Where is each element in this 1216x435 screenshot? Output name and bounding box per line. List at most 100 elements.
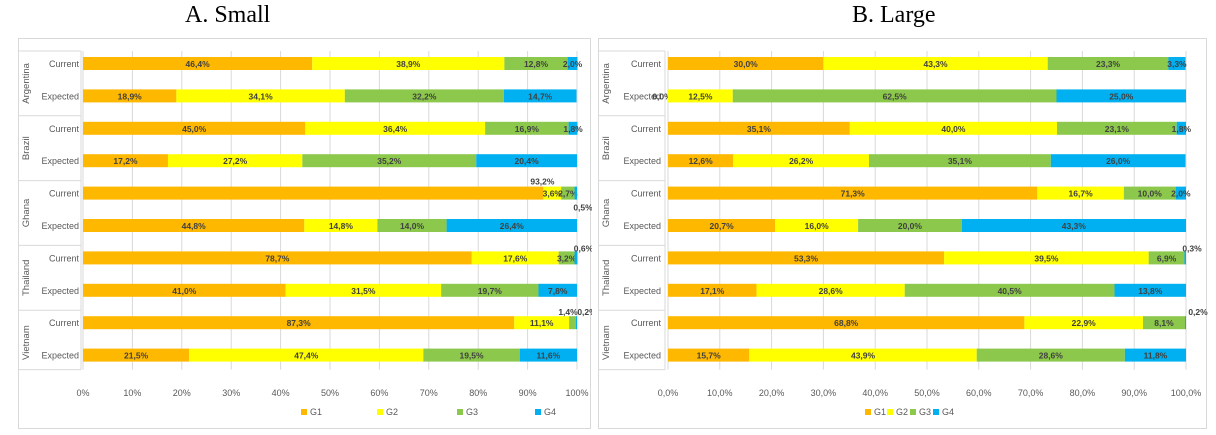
data-label: 16,0% (805, 221, 830, 231)
data-label: 18,9% (118, 91, 143, 101)
data-label: 47,4% (294, 351, 319, 361)
bar-g1 (668, 154, 734, 168)
group-label-brazil: Brazil (21, 136, 32, 160)
data-label: 26,4% (500, 221, 525, 231)
data-label: 39,5% (1034, 253, 1059, 263)
bar-g3 (1148, 251, 1185, 265)
bar-g3 (732, 89, 1057, 103)
data-label: 19,5% (459, 351, 484, 361)
category-label: Expected (41, 156, 79, 166)
bar-g2 (543, 186, 562, 200)
bar-g3 (858, 219, 962, 232)
x-tick-label: 40% (272, 388, 290, 398)
bar-g2 (823, 57, 1048, 70)
category-label: Expected (623, 221, 661, 231)
bar-g2 (285, 283, 442, 297)
legend-label-g2: G2 (896, 407, 908, 417)
x-tick-label: 70,0% (1018, 388, 1044, 398)
x-tick-label: 30% (222, 388, 240, 398)
data-label: 41,0% (172, 286, 197, 296)
data-label: 2,7% (558, 189, 578, 199)
bar-g4 (568, 121, 578, 135)
data-label: 17,2% (113, 156, 138, 166)
data-label: 28,6% (1039, 351, 1064, 361)
data-label: 23,3% (1096, 59, 1121, 69)
bar-g1 (83, 186, 544, 200)
category-label: Current (631, 124, 662, 134)
category-label: Expected (623, 91, 661, 101)
data-label: 40,5% (998, 286, 1023, 296)
bar-g3 (1123, 186, 1176, 200)
x-tick-label: 80,0% (1070, 388, 1096, 398)
bar-g2 (668, 89, 733, 103)
data-label: 13,8% (1138, 286, 1163, 296)
data-label: 1,4% (558, 307, 578, 317)
group-label-brazil: Brazil (601, 136, 612, 160)
bar-g4 (1168, 57, 1186, 70)
x-tick-label: 60% (370, 388, 388, 398)
category-label: Current (49, 318, 80, 328)
data-label: 14,0% (400, 221, 425, 231)
bar-g4 (574, 251, 578, 265)
data-label: 3,3% (1167, 59, 1187, 69)
data-label: 35,1% (747, 124, 772, 134)
bar-g3 (868, 154, 1051, 168)
legend-label-g2: G2 (386, 407, 398, 417)
data-label: 0,0% (652, 91, 672, 101)
category-label: Expected (623, 286, 661, 296)
bar-g4 (1056, 89, 1186, 103)
category-label: Current (49, 124, 80, 134)
data-label: 43,3% (923, 59, 948, 69)
bar-g1 (83, 219, 305, 232)
bar-g4 (1114, 283, 1186, 297)
x-tick-label: 20,0% (759, 388, 785, 398)
category-label: Current (49, 253, 80, 263)
bar-g1 (83, 251, 472, 265)
data-label: 16,7% (1069, 189, 1094, 199)
bar-g4 (1050, 154, 1186, 168)
bar-g2 (167, 154, 303, 168)
data-label: 21,5% (124, 351, 149, 361)
data-label: 10,0% (1138, 189, 1163, 199)
x-tick-label: 10% (123, 388, 141, 398)
legend-swatch-g1 (301, 409, 307, 415)
bar-g2 (312, 57, 505, 70)
category-label: Current (49, 189, 80, 199)
x-tick-label: 0,0% (658, 388, 679, 398)
data-label: 71,3% (841, 189, 866, 199)
category-label: Expected (41, 221, 79, 231)
data-label: 11,1% (530, 318, 554, 328)
x-tick-label: 90,0% (1121, 388, 1147, 398)
legend-swatch-g2 (887, 409, 893, 415)
data-label: 87,3% (287, 318, 312, 328)
data-label: 93,2% (530, 177, 555, 187)
data-label: 45,0% (182, 124, 207, 134)
data-label: 2,0% (1171, 189, 1191, 199)
bar-g1 (668, 348, 750, 362)
x-tick-label: 90% (519, 388, 537, 398)
category-label: Expected (41, 286, 79, 296)
bar-g3 (441, 283, 539, 297)
data-label: 15,7% (697, 351, 722, 361)
bar-g4 (1184, 251, 1186, 265)
data-label: 12,5% (688, 91, 713, 101)
data-label: 8,1% (1154, 318, 1174, 328)
data-label: 0,6% (574, 243, 592, 253)
data-label: 17,6% (503, 253, 528, 263)
chart-frame-large: 0,0% 10,0% 20,0% 30,0% 40,0% 50,0% 60,0% 70,0% 8… (598, 38, 1208, 429)
data-label: 35,2% (377, 156, 402, 166)
category-axis (599, 50, 666, 371)
bar-g2 (749, 348, 977, 362)
data-label: 16,9% (515, 124, 540, 134)
bar-g3 (1057, 121, 1177, 135)
data-label: 43,3% (1062, 221, 1087, 231)
bar-g1 (668, 316, 1025, 330)
bar-g2 (304, 219, 378, 232)
bar-g1 (83, 154, 168, 168)
group-label-vietnam: Vietnam (601, 325, 612, 360)
data-label: 62,5% (883, 91, 908, 101)
legend-label-g1: G1 (874, 407, 886, 417)
data-label: 46,4% (186, 59, 211, 69)
data-label: 14,8% (329, 221, 354, 231)
data-label: 28,6% (819, 286, 844, 296)
